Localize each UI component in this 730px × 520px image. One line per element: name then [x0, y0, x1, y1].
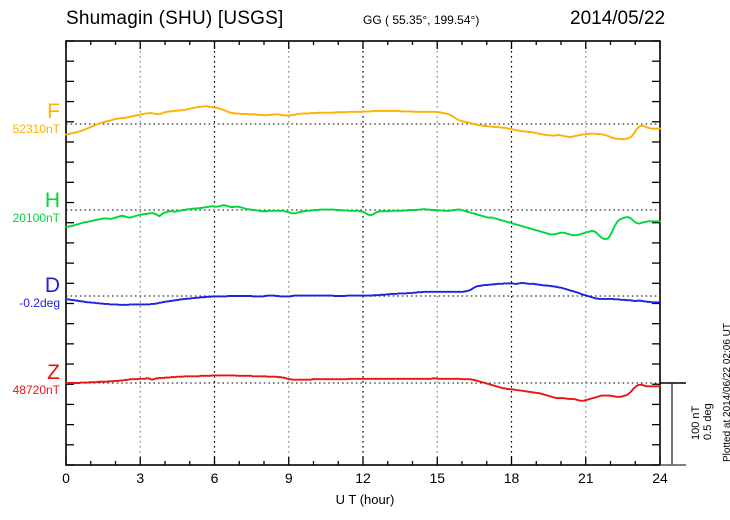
observation-date: 2014/05/22 — [570, 8, 666, 29]
x-tick-label: 21 — [577, 470, 594, 486]
component-label-h: H 20100nT — [0, 190, 60, 225]
component-baseline-z: 48720nT — [12, 383, 60, 397]
plotted-at-timestamp: Plotted at 2014/06/22 02:06 UT — [722, 323, 730, 462]
trace-lines — [65, 105, 661, 402]
x-tick-label: 3 — [136, 470, 145, 486]
scale-bar — [660, 382, 686, 466]
x-tick-label: 6 — [210, 470, 219, 486]
component-baseline-d: -0.2deg — [19, 296, 60, 310]
x-tick-label: 15 — [429, 470, 446, 486]
component-baseline-f: 52310nT — [12, 122, 60, 136]
scale-bar-deg-label: 0.5 deg — [702, 403, 714, 440]
x-tick-label: 9 — [284, 470, 293, 486]
component-name-z: Z — [47, 361, 60, 384]
component-name-h: H — [44, 189, 60, 212]
component-label-z: Z 48720nT — [0, 362, 60, 397]
scale-bar-nt-label: 100 nT — [690, 405, 702, 440]
x-tick-label: 12 — [355, 470, 371, 486]
axis-ticks — [65, 40, 661, 466]
x-tick-label: 0 — [62, 470, 70, 486]
component-name-d: D — [44, 274, 60, 297]
x-tick-label: 24 — [652, 470, 668, 486]
component-label-f: F 52310nT — [0, 101, 60, 136]
component-baselines — [66, 123, 660, 384]
component-label-d: D -0.2deg — [0, 275, 60, 310]
geographic-coordinates: GG ( 55.35°, 199.54°) — [363, 13, 480, 27]
x-tick-label: 18 — [503, 470, 520, 486]
component-baseline-h: 20100nT — [12, 211, 60, 225]
page-title: Shumagin (SHU) [USGS] — [66, 8, 284, 29]
vertical-gridlines — [139, 41, 587, 465]
component-name-f: F — [47, 100, 60, 123]
x-axis-title: U T (hour) — [335, 492, 395, 507]
